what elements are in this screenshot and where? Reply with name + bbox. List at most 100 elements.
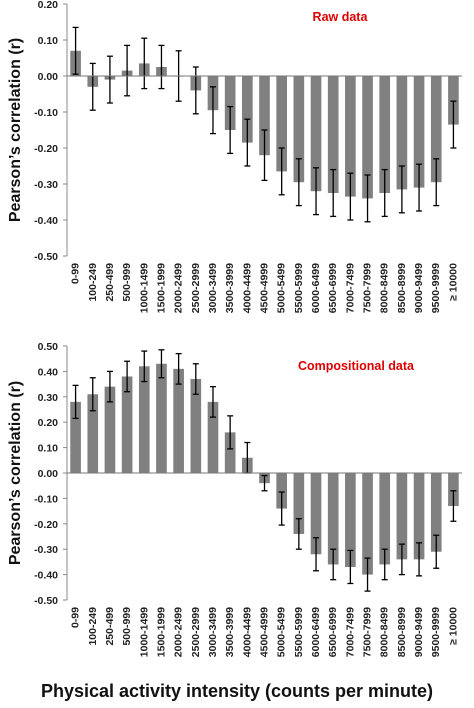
x-tick-label: 5500-5999 <box>293 607 305 657</box>
x-tick-label: 4500-4999 <box>259 263 271 313</box>
bar <box>413 473 425 560</box>
x-tick-label: 2500-2999 <box>190 263 202 313</box>
bar <box>396 473 408 560</box>
bar <box>138 366 150 473</box>
x-tick-label: 500-999 <box>121 607 133 646</box>
y-tick-label: 0.40 <box>38 366 59 378</box>
bar <box>327 473 339 565</box>
y-tick-label: 0.30 <box>38 392 59 404</box>
y-tick-label: -0.50 <box>34 251 58 263</box>
x-tick-label: 6500-6999 <box>327 607 339 657</box>
bar <box>430 473 442 552</box>
figure: 0.20 0.10 0.00 -0.10 -0.20 -0.30 -0.40 -0.50 0-9… <box>7 0 462 657</box>
chart-title: Raw data <box>313 10 369 24</box>
x-tick-label: 250-499 <box>104 263 116 302</box>
y-tick-label: 0.00 <box>38 468 59 480</box>
bar <box>276 473 287 509</box>
chart-panel-1: 0.20 0.10 0.00 -0.10 -0.20 -0.30 -0.40 -0.50 0-9… <box>7 0 462 313</box>
bar <box>190 379 202 473</box>
x-tick-label: 8500-8999 <box>396 263 408 313</box>
x-tick-label: 0-99 <box>70 263 82 284</box>
bar <box>396 76 408 190</box>
bar <box>448 76 459 125</box>
x-tick-label: 1500-1999 <box>155 607 167 657</box>
y-tick-label: 0.10 <box>38 35 59 47</box>
bar <box>224 76 236 130</box>
bar <box>259 76 270 156</box>
x-tick-label: 2000-2499 <box>173 263 185 313</box>
x-tick-label: 0-99 <box>70 607 82 628</box>
bar <box>379 473 391 565</box>
y-tick-label: -0.20 <box>34 143 58 155</box>
y-axis-label: Pearson’s correlation (r) <box>7 381 24 565</box>
bar <box>104 386 116 473</box>
bar <box>70 401 81 473</box>
bar <box>173 368 184 473</box>
x-tick-label: 2500-2999 <box>190 607 202 657</box>
x-tick-label: 5000-5499 <box>276 263 288 313</box>
bar <box>327 76 339 193</box>
x-axis-label: Physical activity intensity (counts per … <box>40 681 434 701</box>
x-tick-label: 9500-9999 <box>430 263 442 313</box>
bar <box>345 473 356 567</box>
y-tick-label: -0.20 <box>34 519 58 531</box>
x-tick-label: 2000-2499 <box>173 607 185 657</box>
bar <box>362 76 373 199</box>
x-tick-label: 7000-7499 <box>344 263 356 313</box>
y-tick-label: -0.10 <box>34 107 58 119</box>
y-tick-label: -0.30 <box>34 544 58 556</box>
bar <box>362 473 373 575</box>
x-tick-label: 1000-1499 <box>138 263 150 313</box>
y-axis-label: Pearson’s correlation (r) <box>7 38 24 222</box>
x-tick-label: 7000-7499 <box>344 607 356 657</box>
y-tick-label: -0.40 <box>34 570 58 582</box>
x-tick-label: 4000-4499 <box>241 607 253 657</box>
bar <box>293 76 305 183</box>
x-tick-label: 100-249 <box>87 607 99 646</box>
bar <box>345 76 356 197</box>
x-tick-label: 6500-6999 <box>327 263 339 313</box>
y-tick-label: 0.50 <box>38 341 59 353</box>
bar <box>448 473 459 507</box>
x-tick-label: 250-499 <box>104 607 116 646</box>
x-tick-label: 4000-4499 <box>241 263 253 313</box>
x-tick-label: 8500-8999 <box>396 607 408 657</box>
chart-panel-2: 0.50 0.40 0.30 0.20 0.10 0.00 -0.10 -0.20 -0.30 -… <box>7 341 462 657</box>
y-tick-label: 0.20 <box>38 417 59 429</box>
bar <box>293 473 305 534</box>
x-tick-label: 3000-3499 <box>207 607 219 657</box>
y-tick-label: 0.10 <box>38 443 59 455</box>
x-tick-label: 5000-5499 <box>276 607 288 657</box>
bar <box>121 376 133 473</box>
x-tick-label: 8000-8499 <box>379 263 391 313</box>
bar <box>207 401 219 473</box>
x-tick-label: 3500-3999 <box>224 607 236 657</box>
x-tick-label: 100-249 <box>87 263 99 302</box>
y-tick-label: 0.00 <box>38 71 59 83</box>
y-tick-label: 0.20 <box>38 0 59 11</box>
x-tick-label: 4500-4999 <box>259 607 271 657</box>
x-tick-label: 9500-9999 <box>430 607 442 657</box>
x-tick-label: ≥ 10000 <box>447 607 459 645</box>
x-tick-label: 3500-3999 <box>224 263 236 313</box>
x-tick-label: 7500-7999 <box>362 607 374 657</box>
bar <box>310 76 322 192</box>
x-tick-label: 8000-8499 <box>379 607 391 657</box>
bar <box>87 394 99 473</box>
bar <box>413 76 425 188</box>
y-tick-label: -0.40 <box>34 215 58 227</box>
bar <box>310 473 322 555</box>
x-tick-label: 7500-7999 <box>362 263 374 313</box>
x-tick-label: ≥ 10000 <box>447 263 459 301</box>
y-tick-label: -0.10 <box>34 493 58 505</box>
bar <box>430 76 442 183</box>
x-tick-label: 1000-1499 <box>138 607 150 657</box>
bar <box>379 76 391 193</box>
x-tick-label: 9000-9499 <box>413 263 425 313</box>
bar <box>224 432 236 473</box>
chart-title: Compositional data <box>298 359 415 373</box>
x-tick-label: 1500-1999 <box>155 263 167 313</box>
x-tick-label: 500-999 <box>121 263 133 302</box>
x-tick-label: 3000-3499 <box>207 263 219 313</box>
x-tick-label: 5500-5999 <box>293 263 305 313</box>
